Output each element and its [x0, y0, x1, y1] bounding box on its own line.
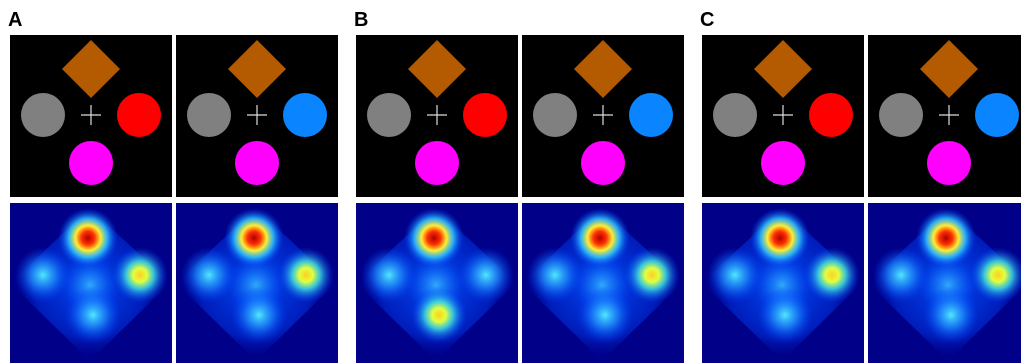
- blob: [570, 208, 630, 268]
- blob: [361, 247, 417, 303]
- blob: [916, 208, 976, 268]
- panel-label: A: [8, 9, 22, 31]
- circle-right: [809, 93, 853, 137]
- blob: [404, 208, 464, 268]
- circle-left: [713, 93, 757, 137]
- circle-left: [367, 93, 411, 137]
- gaze-heatmap: [522, 203, 684, 363]
- circle-bottom: [927, 141, 971, 185]
- blob: [624, 247, 680, 303]
- gaze-heatmap: [176, 203, 338, 363]
- circle-right: [975, 93, 1019, 137]
- circle-bottom: [761, 141, 805, 185]
- blob: [804, 247, 860, 303]
- blob: [411, 287, 467, 343]
- circle-bottom: [235, 141, 279, 185]
- blob: [65, 287, 121, 343]
- gaze-heatmap: [356, 203, 518, 363]
- blob: [278, 247, 334, 303]
- circle-bottom: [415, 141, 459, 185]
- stimulus-image: [10, 35, 172, 197]
- blob: [224, 208, 284, 268]
- blob: [181, 247, 237, 303]
- blob: [873, 247, 929, 303]
- blob: [458, 247, 514, 303]
- blob: [58, 208, 118, 268]
- panel-label: C: [700, 9, 714, 31]
- circle-left: [187, 93, 231, 137]
- blob: [231, 287, 287, 343]
- stimulus-image: [522, 35, 684, 197]
- gaze-heatmap: [868, 203, 1021, 363]
- circle-bottom: [581, 141, 625, 185]
- blob: [112, 247, 168, 303]
- circle-bottom: [69, 141, 113, 185]
- gaze-heatmap: [702, 203, 864, 363]
- circle-left: [21, 93, 65, 137]
- blob: [750, 208, 810, 268]
- circle-right: [117, 93, 161, 137]
- circle-right: [463, 93, 507, 137]
- stimulus-image: [702, 35, 864, 197]
- stimulus-image: [356, 35, 518, 197]
- blob: [923, 287, 979, 343]
- stimulus-image: [868, 35, 1021, 197]
- blob: [707, 247, 763, 303]
- circle-right: [629, 93, 673, 137]
- stimulus-image: [176, 35, 338, 197]
- blob: [527, 247, 583, 303]
- circle-left: [879, 93, 923, 137]
- blob: [577, 287, 633, 343]
- gaze-heatmap: [10, 203, 172, 363]
- blob: [15, 247, 71, 303]
- panel-label: B: [354, 9, 368, 31]
- figure: A B C: [0, 0, 1021, 364]
- circle-left: [533, 93, 577, 137]
- blob: [757, 287, 813, 343]
- circle-right: [283, 93, 327, 137]
